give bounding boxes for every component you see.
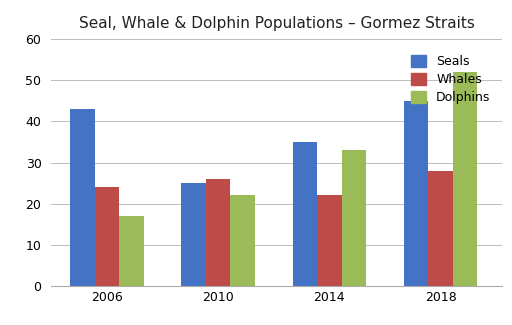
Title: Seal, Whale & Dolphin Populations – Gormez Straits: Seal, Whale & Dolphin Populations – Gorm… <box>78 16 475 31</box>
Bar <box>95 187 119 286</box>
Bar <box>293 142 317 286</box>
Bar <box>429 171 453 286</box>
Bar <box>119 216 143 286</box>
Bar <box>317 195 342 286</box>
Bar <box>342 150 366 286</box>
Bar <box>230 195 255 286</box>
Bar <box>453 72 477 286</box>
Bar <box>206 179 230 286</box>
Bar <box>70 109 95 286</box>
Bar <box>404 101 429 286</box>
Bar <box>181 183 206 286</box>
Legend: Seals, Whales, Dolphins: Seals, Whales, Dolphins <box>406 50 496 109</box>
